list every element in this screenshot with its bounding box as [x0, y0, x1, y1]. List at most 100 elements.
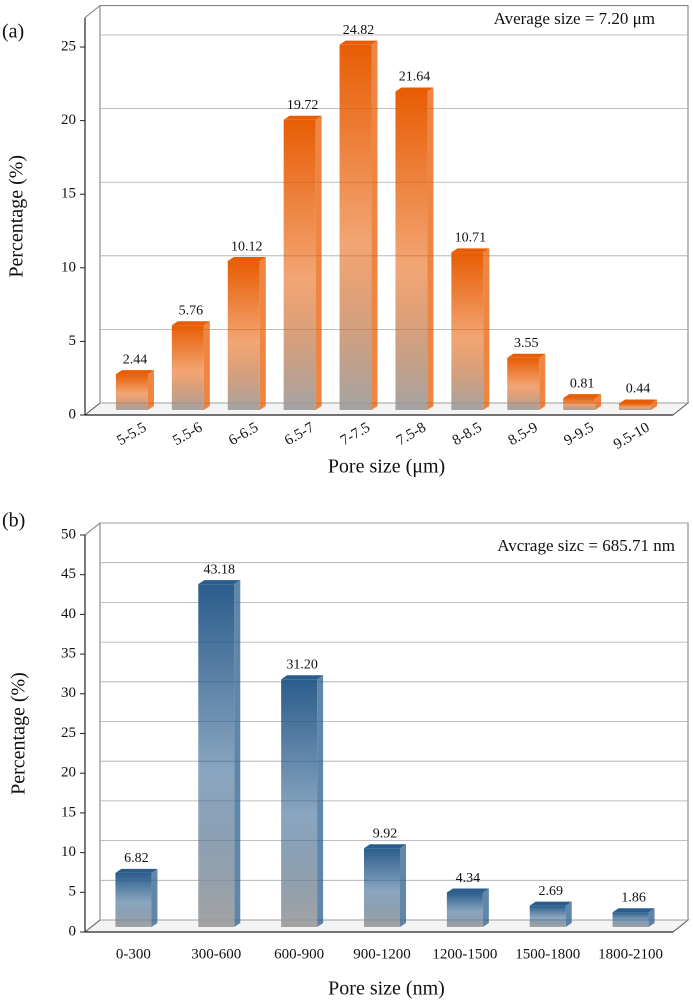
- y-tick-label: 5: [69, 884, 77, 900]
- value-label: 10.12: [231, 239, 263, 254]
- x-tick-label: 5-5.5: [114, 420, 149, 449]
- bar-top: [395, 87, 434, 92]
- x-tick-label: 1200-1500: [432, 946, 497, 962]
- bar-side: [539, 353, 546, 410]
- x-tick-label: 600-900: [274, 946, 324, 962]
- x-tick-label: 5.5-6: [170, 419, 205, 449]
- value-label: 19.72: [287, 98, 319, 113]
- bar: [115, 872, 152, 927]
- annotation: Avcrage sizc = 685.71 nm: [497, 536, 675, 555]
- bar-side: [315, 115, 322, 410]
- value-label: 2.44: [123, 352, 148, 367]
- value-label: 10.71: [455, 231, 487, 246]
- bar: [612, 912, 649, 927]
- y-tick-label: 15: [61, 804, 76, 820]
- value-label: 2.69: [538, 884, 563, 899]
- x-tick-label: 0-300: [116, 946, 151, 962]
- bar: [281, 679, 318, 927]
- bar-top: [227, 257, 266, 262]
- bar-top: [619, 399, 658, 404]
- y-tick-label: 10: [61, 259, 76, 275]
- annotation: Average size = 7.20 μm: [494, 9, 655, 28]
- bar-side: [259, 257, 266, 410]
- bar: [198, 584, 235, 927]
- value-label: 6.82: [124, 851, 149, 866]
- panel-label: (b): [2, 510, 25, 532]
- bar-side: [565, 901, 572, 927]
- bar-top: [612, 908, 655, 913]
- x-tick-label: 6.5-7: [282, 419, 317, 449]
- bar: [619, 403, 652, 410]
- x-tick-label: 1800-2100: [598, 946, 663, 962]
- value-label: 1.86: [621, 890, 646, 905]
- x-tick-label: 8-8.5: [450, 420, 485, 449]
- bar-top: [563, 394, 602, 399]
- value-label: 0.44: [626, 382, 651, 397]
- bar: [364, 848, 400, 927]
- x-tick-label: 7-7.5: [338, 420, 373, 449]
- x-tick-label: 9-9.5: [562, 420, 597, 449]
- bar-top: [281, 675, 324, 680]
- panel-label: (a): [2, 21, 24, 43]
- bar-top: [171, 321, 210, 326]
- bar-side: [651, 399, 658, 410]
- bar-top: [115, 868, 158, 873]
- bar-side: [317, 675, 324, 927]
- bar-side: [482, 888, 489, 927]
- y-tick-label: 0: [69, 406, 77, 422]
- bar: [171, 325, 204, 410]
- bar: [227, 261, 260, 410]
- bar-side: [147, 370, 154, 410]
- y-axis-label: Percentage (%): [6, 155, 28, 278]
- value-label: 31.20: [286, 657, 318, 672]
- x-tick-label: 9.5-10: [611, 420, 653, 453]
- y-tick-label: 30: [61, 685, 76, 701]
- y-tick-label: 20: [61, 112, 76, 128]
- y-tick-label: 5: [69, 333, 77, 349]
- bar-top: [115, 370, 154, 375]
- bar: [446, 892, 483, 927]
- bar: [529, 905, 566, 927]
- bar-top: [339, 40, 378, 45]
- value-label: 0.81: [570, 376, 595, 391]
- value-label: 43.18: [204, 562, 236, 577]
- bar: [283, 119, 316, 410]
- y-tick-label: 15: [61, 186, 76, 202]
- value-label: 5.76: [179, 303, 204, 318]
- value-label: 9.92: [373, 826, 398, 841]
- side-wall-top: [84, 5, 101, 18]
- bar-side: [648, 908, 655, 927]
- bar: [563, 398, 596, 410]
- side-wall-top: [84, 522, 101, 536]
- bar-top: [198, 580, 241, 585]
- bar-side: [151, 868, 158, 927]
- y-tick-label: 25: [61, 725, 76, 741]
- value-label: 3.55: [514, 336, 539, 351]
- x-tick-label: 8.5-9: [506, 420, 541, 449]
- y-axis-label: Percentage (%): [8, 672, 30, 795]
- y-tick-label: 25: [61, 38, 76, 54]
- bar-side: [483, 248, 490, 410]
- value-label: 21.64: [399, 70, 431, 85]
- bar: [395, 91, 428, 410]
- bar-side: [371, 40, 378, 410]
- x-tick-label: 7.5-8: [394, 420, 429, 449]
- y-tick-label: 50: [61, 526, 76, 542]
- bar-top: [283, 115, 322, 120]
- value-label: 4.34: [456, 871, 481, 886]
- bar: [115, 374, 148, 410]
- bar-side: [400, 844, 406, 927]
- y-tick-label: 10: [61, 844, 76, 860]
- bar-side: [203, 321, 210, 410]
- bar: [451, 252, 484, 410]
- y-tick-label: 0: [69, 923, 77, 939]
- y-tick-label: 20: [61, 765, 76, 781]
- bar: [339, 44, 372, 410]
- y-tick-label: 35: [61, 646, 76, 662]
- bar-top: [507, 353, 546, 358]
- bar-top: [446, 888, 489, 893]
- x-tick-label: 900-1200: [353, 946, 411, 962]
- x-axis-label: Pore size (nm): [328, 978, 445, 1000]
